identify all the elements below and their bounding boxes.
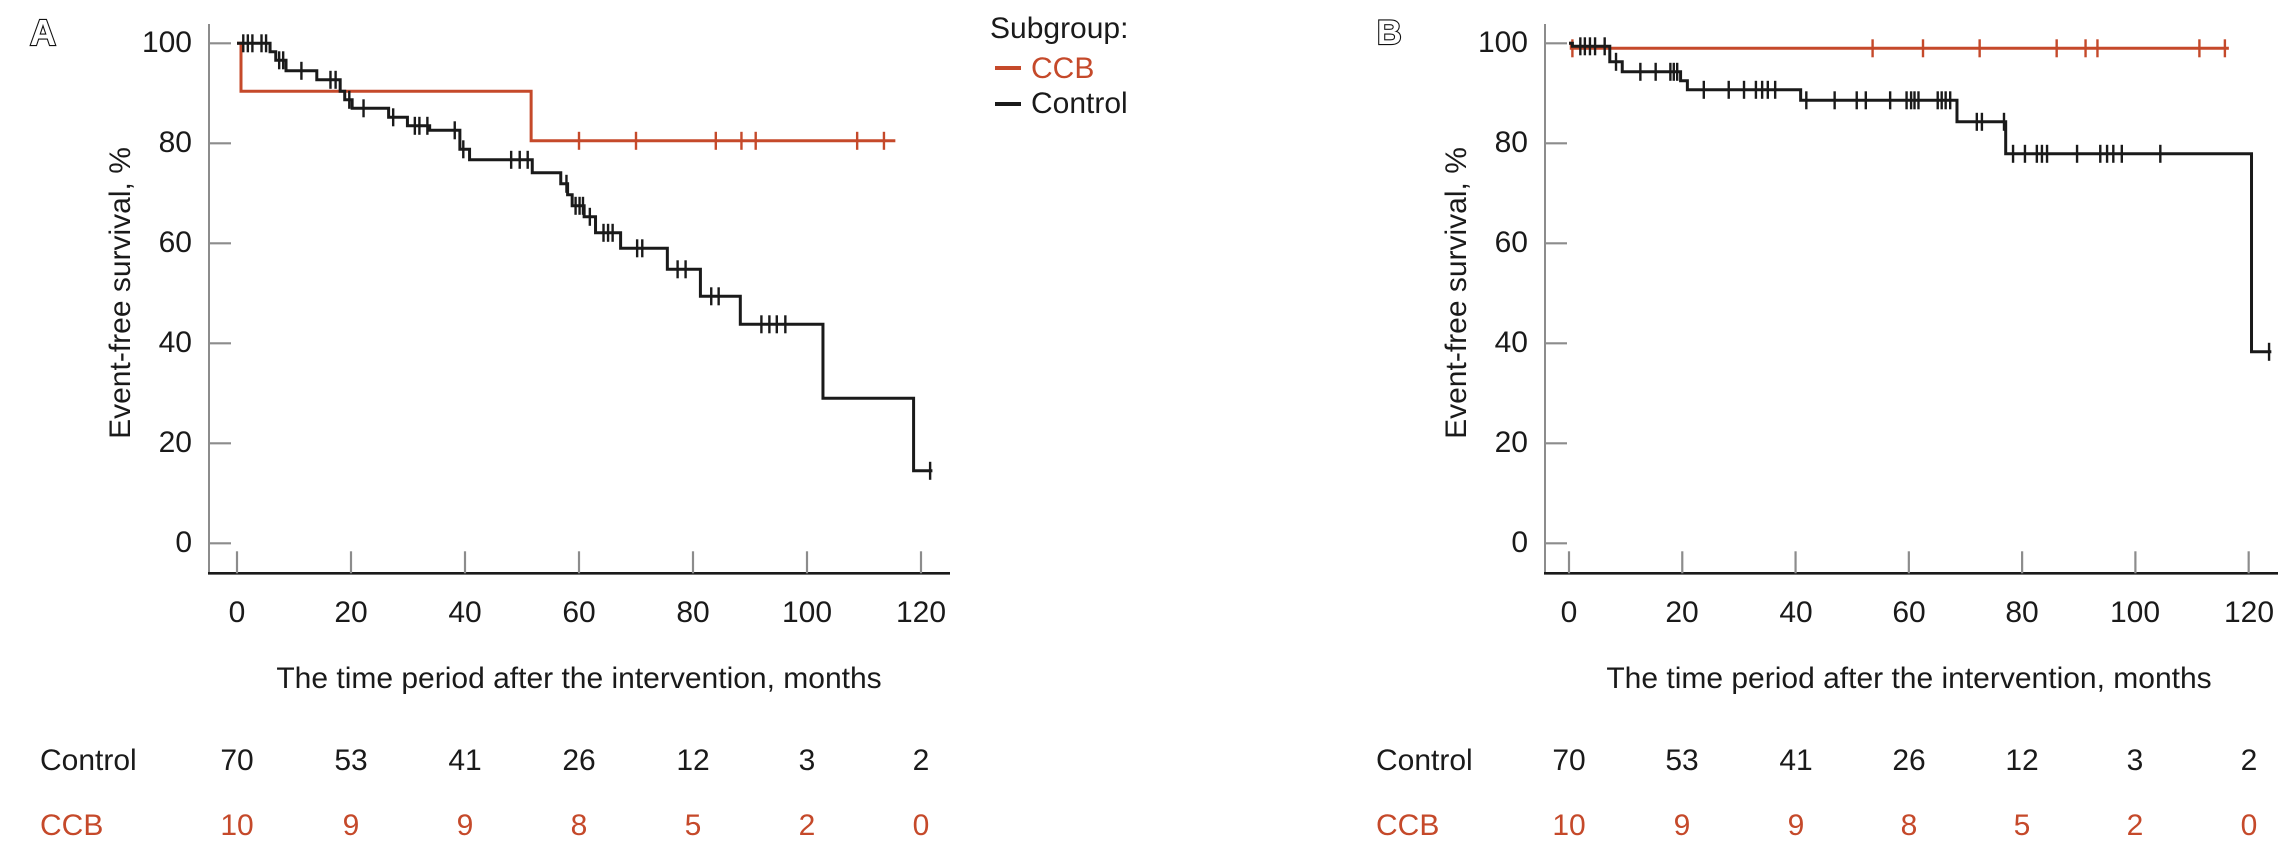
a-xtick-20: 20	[334, 596, 368, 629]
legend-ccb-dash	[995, 66, 1021, 70]
legend-ccb-label: CCB	[1031, 52, 1095, 85]
panel-b-curves	[1544, 24, 2278, 575]
legend-control-dash	[995, 102, 1021, 106]
legend-title: Subgroup:	[990, 12, 1129, 45]
b-xtick-20: 20	[1665, 596, 1699, 629]
a-risk-control-20: 53	[334, 744, 368, 777]
a-y-axis-title: Event-free survival, %	[104, 147, 137, 439]
a-risk-control-60: 26	[562, 744, 596, 777]
a-risk-ccb-80: 5	[684, 809, 702, 842]
a-ytick-100: 100	[141, 26, 192, 59]
a-risk-ccb-120: 0	[912, 809, 930, 842]
a-risk-ccb-20: 9	[342, 809, 360, 842]
b-xtick-100: 100	[2109, 596, 2161, 629]
a-risk-ccb-60: 8	[570, 809, 588, 842]
b-risk-ccb-40: 9	[1787, 809, 1805, 842]
a-xtick-80: 80	[676, 596, 710, 629]
b-xtick-80: 80	[2005, 596, 2039, 629]
b-ytick-20: 20	[1494, 426, 1528, 459]
b-xtick-0: 0	[1560, 596, 1578, 629]
a-risk-row-control-label: Control	[40, 744, 137, 777]
b-risk-row-control-label: Control	[1376, 744, 1473, 777]
b-risk-control-40: 41	[1779, 744, 1813, 777]
panel-label-a: A	[30, 12, 56, 53]
b-ytick-60: 60	[1494, 226, 1528, 259]
a-xtick-120: 120	[895, 596, 947, 629]
a-risk-row-ccb-label: CCB	[40, 809, 104, 842]
a-risk-control-120: 2	[912, 744, 930, 777]
a-ytick-0: 0	[175, 526, 192, 559]
b-risk-ccb-100: 2	[2126, 809, 2144, 842]
b-risk-ccb-60: 8	[1900, 809, 1918, 842]
b-ytick-80: 80	[1494, 126, 1528, 159]
a-risk-control-100: 3	[798, 744, 816, 777]
b-ytick-40: 40	[1494, 326, 1528, 359]
b-risk-row-ccb-label: CCB	[1376, 809, 1440, 842]
b-risk-control-120: 2	[2240, 744, 2258, 777]
a-risk-control-0: 70	[220, 744, 254, 777]
a-xtick-100: 100	[781, 596, 833, 629]
a-x-axis-title: The time period after the intervention, …	[276, 662, 882, 695]
legend-control-label: Control	[1031, 87, 1128, 120]
b-risk-control-80: 12	[2005, 744, 2039, 777]
a-ytick-80: 80	[158, 126, 192, 159]
b-xtick-60: 60	[1892, 596, 1926, 629]
b-risk-control-0: 70	[1552, 744, 1586, 777]
b-x-axis-title: The time period after the intervention, …	[1606, 662, 2212, 695]
b-risk-ccb-0: 10	[1552, 809, 1586, 842]
a-risk-ccb-0: 10	[220, 809, 254, 842]
b-ytick-100: 100	[1477, 26, 1528, 59]
b-ytick-0: 0	[1511, 526, 1528, 559]
a-xtick-0: 0	[228, 596, 246, 629]
b-xtick-40: 40	[1779, 596, 1813, 629]
a-ytick-60: 60	[158, 226, 192, 259]
a-risk-ccb-40: 9	[456, 809, 474, 842]
b-xtick-120: 120	[2223, 596, 2275, 629]
b-y-axis-title: Event-free survival, %	[1440, 147, 1473, 439]
b-risk-ccb-20: 9	[1673, 809, 1691, 842]
a-risk-ccb-100: 2	[798, 809, 816, 842]
a-risk-control-80: 12	[676, 744, 710, 777]
a-ytick-20: 20	[158, 426, 192, 459]
panel-a-curves	[208, 24, 950, 575]
b-risk-control-60: 26	[1892, 744, 1926, 777]
b-risk-ccb-120: 0	[2240, 809, 2258, 842]
b-risk-control-100: 3	[2126, 744, 2144, 777]
a-risk-control-40: 41	[448, 744, 482, 777]
a-ytick-40: 40	[158, 326, 192, 359]
a-xtick-60: 60	[562, 596, 596, 629]
a-xtick-40: 40	[448, 596, 482, 629]
panel-label-b: B	[1377, 14, 1402, 52]
b-risk-ccb-80: 5	[2013, 809, 2031, 842]
b-risk-control-20: 53	[1665, 744, 1699, 777]
